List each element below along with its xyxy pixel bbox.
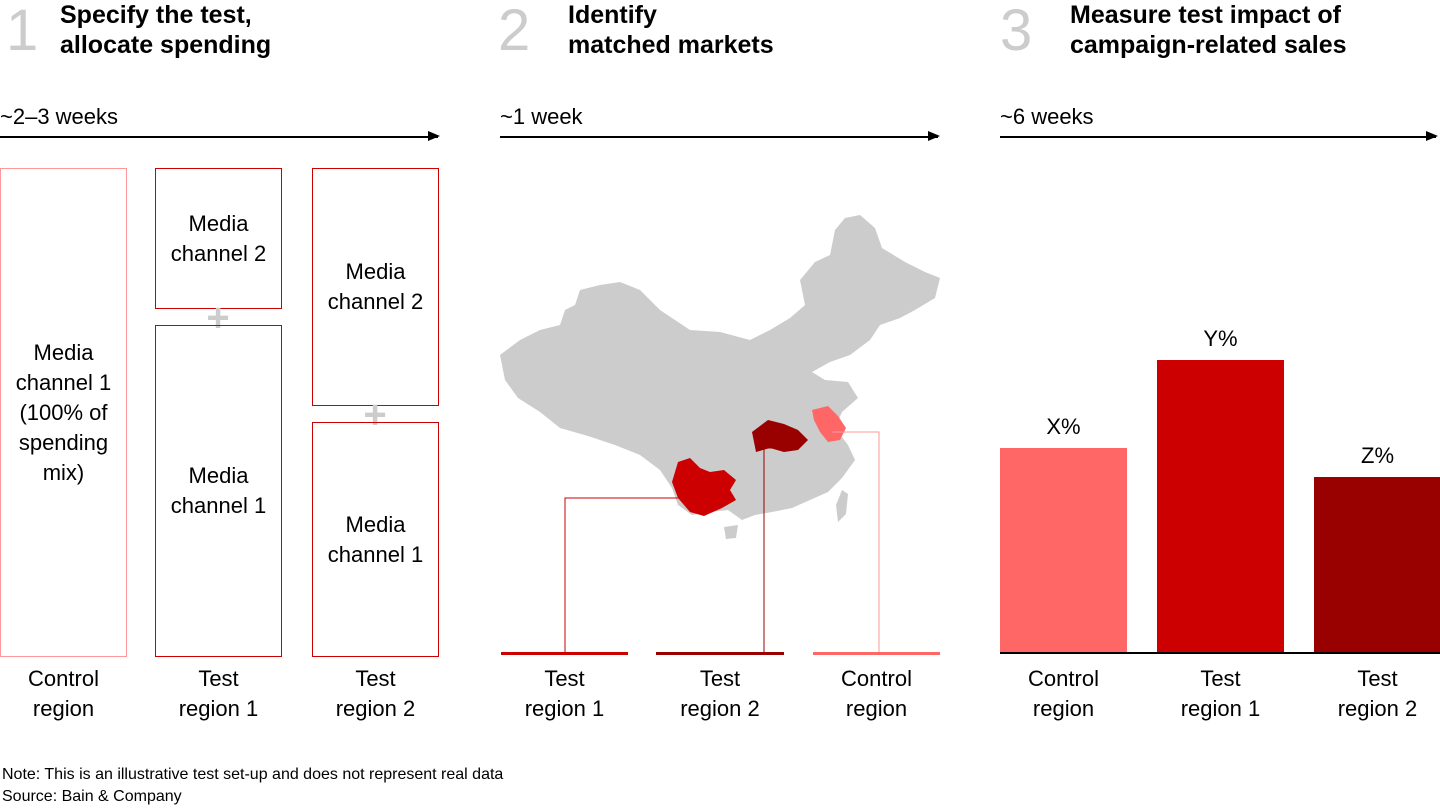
test-region-1-channel-2-box: Media channel 2 bbox=[155, 168, 282, 309]
test-region-2-channel-2-box: Media channel 2 bbox=[312, 168, 439, 406]
bar-value-label-2: Y% bbox=[1203, 326, 1238, 351]
control-region-box: Media channel 1 (100% of spending mix) bbox=[0, 168, 127, 657]
panel-1-label-test-region-2: Test region 2 bbox=[335, 666, 416, 721]
map-region-test-1 bbox=[672, 458, 736, 516]
panel-1-label-test-region-1: Test region 1 bbox=[178, 666, 259, 721]
baseline-test-region-2 bbox=[656, 652, 784, 655]
hainan-island bbox=[724, 525, 738, 539]
bar-1 bbox=[1000, 447, 1127, 652]
bar-value-label-3: Z% bbox=[1361, 442, 1394, 468]
step-1-timeline-arrow bbox=[0, 132, 440, 140]
step-3-title: Measure test impact of campaign-related … bbox=[1070, 1, 1347, 59]
china-landmass bbox=[500, 215, 940, 520]
footnote-note: Note: This is an illustrative test set-u… bbox=[2, 766, 504, 783]
bar-category-label-3: Test region 2 bbox=[1337, 666, 1418, 721]
bar-3 bbox=[1314, 476, 1440, 652]
step-3-timeline-arrow bbox=[1000, 132, 1438, 140]
panel-2-label-test-region-2: Test region 2 bbox=[680, 666, 760, 721]
bar-category-label-1: Control region bbox=[1028, 666, 1099, 721]
footnote-source: Source: Bain & Company bbox=[2, 788, 182, 805]
plus-icon: + bbox=[206, 296, 230, 340]
impact-bar-chart: X% Y% Z% bbox=[1000, 160, 1440, 660]
leader-line-test-1 bbox=[564, 497, 690, 653]
panel-2-label-control-region: Control region bbox=[841, 666, 912, 721]
taiwan-island bbox=[836, 490, 848, 522]
panel-1-label-control-region: Control region bbox=[28, 666, 99, 721]
leader-line-control bbox=[832, 431, 880, 653]
step-2-title: Identify matched markets bbox=[568, 1, 774, 59]
step-2-number: 2 bbox=[498, 0, 531, 63]
bar-2 bbox=[1157, 360, 1284, 652]
chart-baseline bbox=[1000, 652, 1440, 654]
bar-category-label-2: Test region 1 bbox=[1180, 666, 1261, 721]
step-3-number: 3 bbox=[1000, 0, 1033, 63]
plus-icon: + bbox=[363, 393, 387, 437]
test-region-1-channel-1-box: Media channel 1 bbox=[155, 325, 282, 657]
step-2-timeline-arrow bbox=[500, 132, 940, 140]
map-region-test-2 bbox=[752, 420, 808, 452]
step-1-number: 1 bbox=[6, 0, 39, 63]
china-map bbox=[500, 215, 940, 653]
panel-2-label-test-region-1: Test region 1 bbox=[524, 666, 605, 721]
step-1-duration: ~2–3 weeks bbox=[0, 104, 119, 129]
leader-line-test-2 bbox=[763, 447, 775, 653]
bar-value-label-1: X% bbox=[1046, 413, 1081, 439]
step-2-duration: ~1 week bbox=[500, 104, 583, 129]
baseline-control-region bbox=[813, 652, 940, 655]
step-1-title: Specify the test, allocate spending bbox=[60, 1, 272, 59]
baseline-test-region-1 bbox=[501, 652, 628, 655]
map-region-control bbox=[812, 406, 846, 442]
step-3-duration: ~6 weeks bbox=[1000, 104, 1094, 129]
test-region-2-channel-1-box: Media channel 1 bbox=[312, 422, 439, 657]
